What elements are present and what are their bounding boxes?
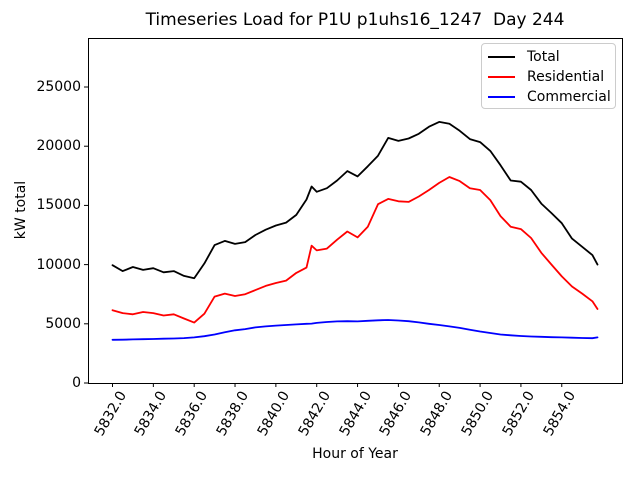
y-tick-label: 25000 [36, 79, 81, 95]
legend-item-residential: Residential [488, 67, 615, 87]
y-tick-label: 20000 [36, 138, 81, 155]
legend-item-commercial: Commercial [488, 87, 615, 107]
legend-line-sample-commercial [488, 96, 515, 98]
legend-item-total: Total [488, 47, 615, 67]
chart-title: Timeseries Load for P1U p1uhs16_1247 Day… [145, 10, 565, 30]
series-line-commercial [111, 319, 599, 341]
axes-frame [88, 38, 623, 384]
legend-line-sample-total [488, 56, 515, 58]
legend-label-residential: Residential [527, 69, 605, 85]
legend-line-sample-residential [488, 76, 515, 78]
legend-label-commercial: Commercial [527, 89, 611, 105]
y-tick-label: 10000 [36, 256, 81, 273]
legend-label-total: Total [527, 49, 560, 65]
legend: Total Residential Commercial [481, 43, 616, 109]
y-tick-label: 15000 [36, 197, 81, 214]
series-line-total [111, 121, 599, 280]
y-tick-label: 5000 [45, 315, 81, 332]
y-tick-label: 0 [72, 375, 81, 391]
series-line-residential [111, 176, 599, 324]
x-axis-label: Hour of Year [312, 446, 398, 462]
